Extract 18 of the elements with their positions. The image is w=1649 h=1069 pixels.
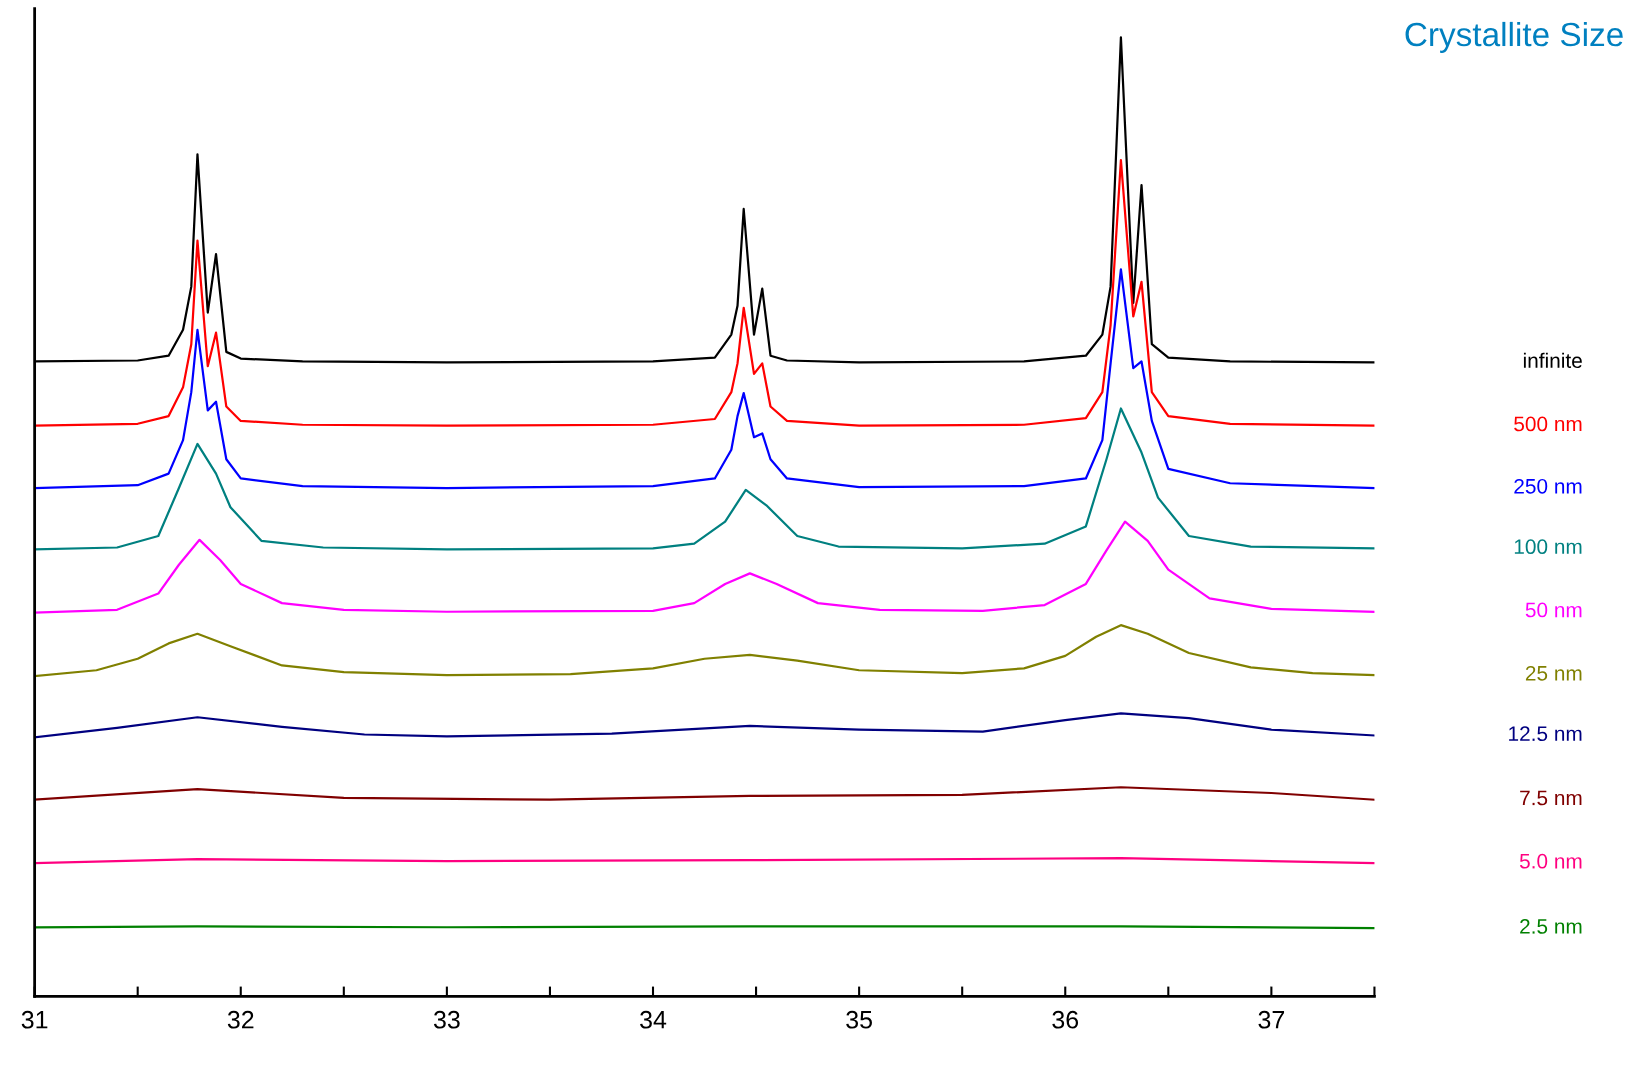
text: 500 nm bbox=[1514, 416, 1582, 432]
text: 25 nm bbox=[1525, 665, 1582, 681]
x-tick-label: 33 bbox=[433, 1010, 460, 1029]
text: 2.5 nm bbox=[1520, 919, 1582, 934]
text: 50 nm bbox=[1525, 602, 1582, 618]
text: 100 nm bbox=[1514, 539, 1582, 555]
x-tick-label: 31 bbox=[21, 1010, 48, 1029]
x-tick-label: 34 bbox=[640, 1010, 667, 1029]
x-tick-label: 36 bbox=[1052, 1010, 1079, 1029]
x-tick-label: 35 bbox=[846, 1010, 872, 1029]
x-tick-label: 37 bbox=[1258, 1010, 1285, 1029]
text: Crystallite Size bbox=[1405, 21, 1623, 53]
x-tick-label: 32 bbox=[227, 1010, 254, 1029]
text: 7.5 nm bbox=[1520, 790, 1582, 806]
text: infinite bbox=[1523, 352, 1582, 369]
text: 5.0 nm bbox=[1519, 853, 1582, 869]
text: 12.5 nm bbox=[1509, 726, 1582, 742]
text: 250 nm bbox=[1514, 478, 1582, 494]
